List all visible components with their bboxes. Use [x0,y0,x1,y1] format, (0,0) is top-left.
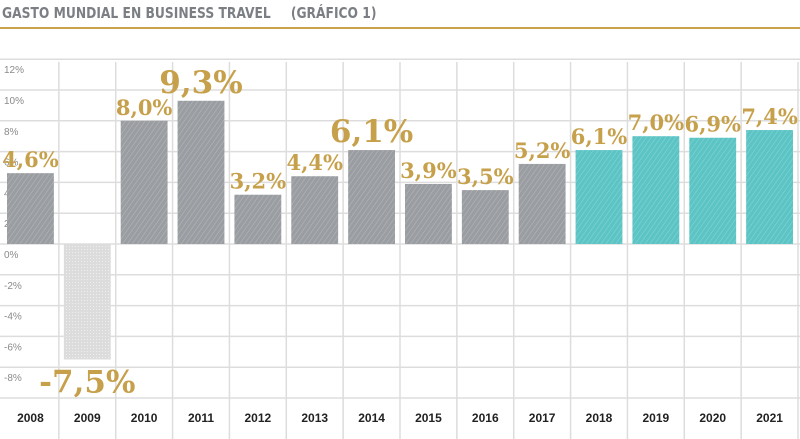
bar-2018 [575,150,623,244]
data-label-2008: 4,6% [2,147,59,172]
x-tick-label: 2018 [586,411,613,425]
data-label-2013: 4,4% [286,150,343,175]
x-tick-label: 2019 [643,411,670,425]
x-tick-label: 2011 [188,411,214,425]
x-tick-label: 2014 [358,411,385,425]
bar-2020 [689,137,737,244]
bar-2009 [63,244,111,360]
title-underline [0,27,800,29]
data-label-2012: 3,2% [230,169,287,194]
bar-2015 [405,183,452,244]
data-label-2010: 8,0% [116,95,173,120]
x-tick-label: 2020 [699,411,726,425]
data-label-2014: 6,1% [330,114,413,150]
x-tick-label: 2017 [529,411,556,425]
data-label-2018: 6,1% [571,124,628,149]
bar-2008 [7,173,54,244]
x-tick-label: 2008 [17,411,44,425]
bar-2013 [291,176,339,244]
data-label-2009: -7,5% [39,365,135,401]
x-tick-label: 2013 [301,411,328,425]
chart-title-subtitle: (GRÁFICO 1) [290,4,377,22]
data-label-2020: 6,9% [684,112,741,137]
x-tick-label: 2009 [74,411,101,425]
data-label-2015: 3,9% [400,158,457,183]
y-tick-label: -8% [4,373,22,384]
y-tick-label: -6% [4,342,22,353]
chart-title: GASTO MUNDIAL EN BUSINESS TRAVEL (GRÁFIC… [2,4,376,22]
data-label-2021: 7,4% [741,104,798,129]
bar-2016 [461,190,509,244]
x-tick-label: 2015 [415,411,442,425]
y-tick-label: -4% [4,312,22,323]
y-tick-label: -2% [4,281,22,292]
data-label-2017: 5,2% [514,138,571,163]
bar-2017 [518,163,566,244]
y-tick-label: 10% [4,96,24,107]
bar-2014 [348,150,395,244]
y-tick-label: 8% [4,127,19,138]
data-label-2019: 7,0% [628,110,685,135]
y-tick-label: 12% [4,65,24,76]
y-tick-label: 0% [4,250,19,261]
bar-2012 [234,194,282,244]
x-tick-label: 2010 [131,411,158,425]
x-tick-label: 2016 [472,411,499,425]
data-label-2016: 3,5% [457,164,514,189]
x-tick-label: 2021 [756,411,783,425]
bar-2019 [632,136,680,244]
bar-2011 [177,100,225,244]
bar-2021 [746,130,793,244]
x-tick-label: 2012 [245,411,272,425]
data-label-2011: 9,3% [159,65,242,101]
y-tick-label: 6% [4,158,19,169]
bar-2010 [120,120,168,244]
chart-title-main: GASTO MUNDIAL EN BUSINESS TRAVEL [2,4,271,22]
